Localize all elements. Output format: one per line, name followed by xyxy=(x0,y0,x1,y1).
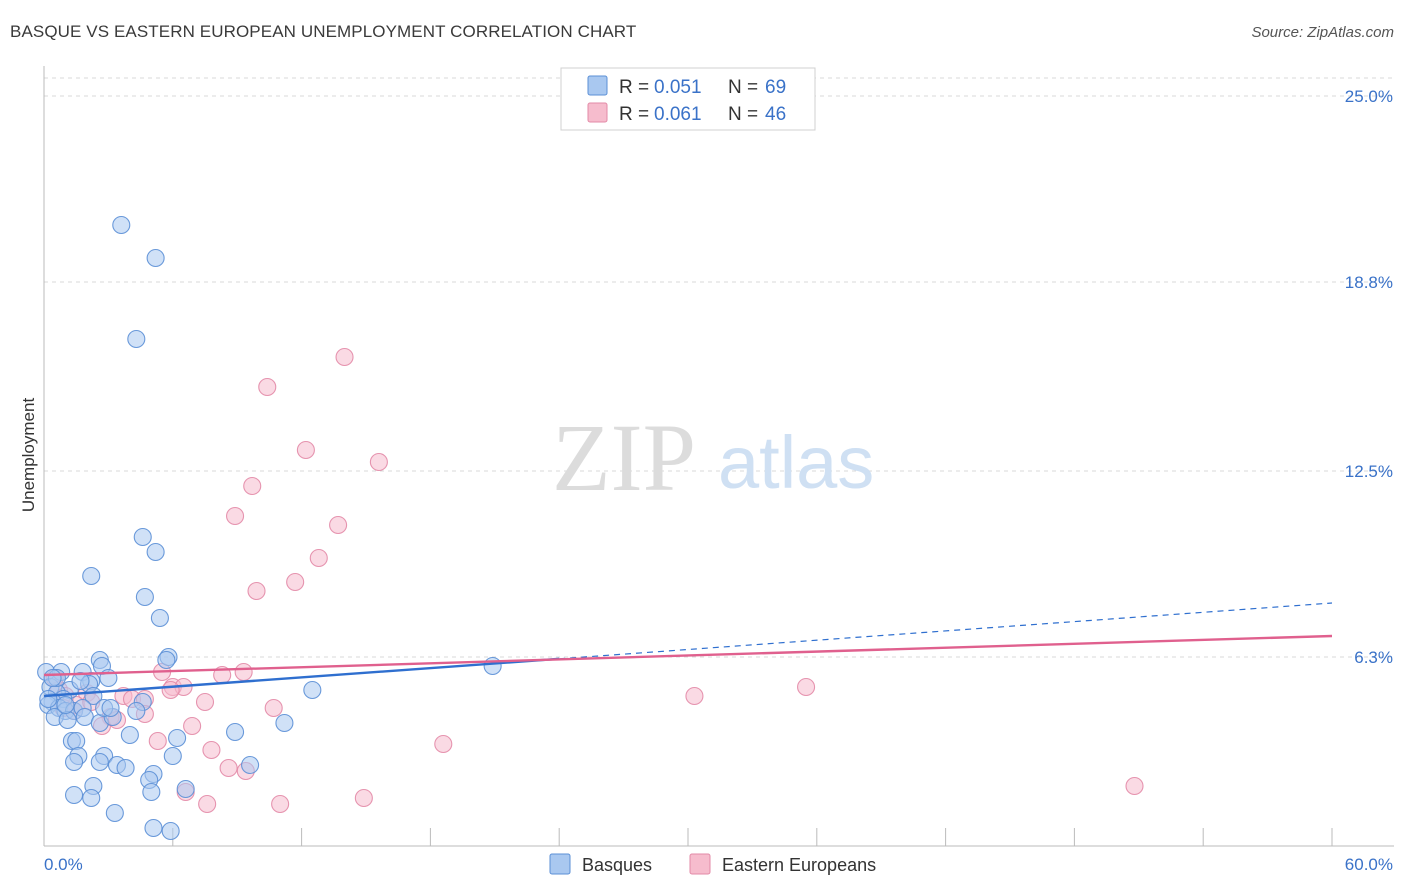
legend-r-value-basques: 0.051 xyxy=(654,77,702,98)
basques-point xyxy=(157,650,176,670)
eastern-point xyxy=(234,662,253,682)
y-tick-label: 12.5% xyxy=(1345,462,1393,481)
axes xyxy=(43,66,1394,847)
eastern-point xyxy=(296,440,315,460)
eastern-point xyxy=(369,452,388,472)
basques-point xyxy=(67,731,86,751)
eastern-point xyxy=(354,788,373,808)
basques-point xyxy=(43,668,62,688)
grid-lines xyxy=(44,77,1394,658)
legend-n-value-eastern: 46 xyxy=(765,104,786,125)
legend-n-value-basques: 69 xyxy=(765,77,786,98)
eastern-point xyxy=(685,686,704,706)
basques-point xyxy=(101,698,120,718)
basques-point xyxy=(75,707,94,727)
source-label: Source: ZipAtlas.com xyxy=(1251,24,1394,41)
x-tick-label-min: 0.0% xyxy=(44,855,83,874)
eastern-point xyxy=(161,680,180,700)
eastern-point xyxy=(195,692,215,712)
y-tick-label: 6.3% xyxy=(1354,648,1393,667)
basques-point xyxy=(127,329,146,349)
basques-point xyxy=(161,821,180,841)
eastern-trend-line xyxy=(43,634,1333,677)
basques-point xyxy=(56,695,75,715)
legend-swatch-eastern xyxy=(587,102,608,123)
basques-point xyxy=(105,803,124,823)
basques-point xyxy=(303,680,322,700)
bottom-legend-swatch-eastern xyxy=(689,853,711,875)
eastern-point xyxy=(258,377,277,397)
trend-lines xyxy=(43,602,1333,698)
basques-point xyxy=(146,542,165,562)
bottom-legend-label-basques: Basques xyxy=(582,855,652,875)
y-tick-label: 25.0% xyxy=(1345,87,1393,106)
eastern-point xyxy=(1125,776,1144,796)
bottom-legend-label-eastern: Eastern Europeans xyxy=(722,855,876,875)
basques-point xyxy=(176,779,195,799)
basques-point xyxy=(90,752,109,772)
basques-point xyxy=(144,818,163,838)
basques-point xyxy=(146,248,165,268)
y-axis-title: Unemployment xyxy=(19,398,38,513)
basques-point xyxy=(168,728,187,748)
eastern-point xyxy=(329,515,348,535)
basques-point xyxy=(39,689,58,709)
y-tick-labels: 6.3% 12.5% 18.8% 25.0% xyxy=(1345,87,1393,667)
basques-point xyxy=(133,527,152,547)
eastern-point xyxy=(264,698,283,718)
correlation-legend: R = 0.051 N = 69 R = 0.061 N = 46 xyxy=(560,67,816,131)
basques-point xyxy=(65,785,84,805)
eastern-point xyxy=(219,758,238,778)
eastern-point xyxy=(202,740,221,760)
basques-trend-line xyxy=(43,657,560,698)
eastern-point xyxy=(335,347,354,367)
legend-r-value-eastern: 0.061 xyxy=(654,104,702,125)
legend-r-label-basques: R = xyxy=(619,77,649,98)
eastern-point xyxy=(247,581,266,601)
eastern-point xyxy=(434,734,453,754)
basques-point xyxy=(275,713,294,733)
eastern-point xyxy=(148,731,167,751)
basques-point xyxy=(163,746,182,766)
series-legend: Basques Eastern Europeans xyxy=(549,853,876,875)
basques-point xyxy=(127,701,146,721)
watermark: ZIP atlas xyxy=(552,404,874,511)
basques-point xyxy=(120,725,139,745)
bottom-legend-swatch-basques xyxy=(549,853,571,875)
chart-title: BASQUE VS EASTERN EUROPEAN UNEMPLOYMENT … xyxy=(10,22,637,41)
basques-point xyxy=(241,755,260,775)
watermark-zip: ZIP xyxy=(552,404,696,511)
basques-points xyxy=(37,215,502,841)
basques-point xyxy=(65,752,84,772)
basques-point xyxy=(142,782,161,802)
legend-r-label-eastern: R = xyxy=(619,104,649,125)
eastern-point xyxy=(271,794,290,814)
basques-point xyxy=(112,215,131,235)
basques-point xyxy=(150,608,169,628)
x-tick-label-max: 60.0% xyxy=(1345,855,1393,874)
basques-point xyxy=(71,671,90,691)
y-tick-label: 18.8% xyxy=(1345,273,1393,292)
legend-n-label-eastern: N = xyxy=(728,104,758,125)
basques-trend-extension xyxy=(559,602,1333,660)
eastern-point xyxy=(309,548,328,568)
eastern-point xyxy=(183,716,202,736)
eastern-point xyxy=(243,476,262,496)
basques-point xyxy=(135,587,154,607)
basques-point xyxy=(82,788,101,808)
basques-point xyxy=(58,710,77,730)
eastern-point xyxy=(797,677,816,697)
legend-swatch-basques xyxy=(587,75,608,96)
legend-n-label-basques: N = xyxy=(728,77,758,98)
eastern-point xyxy=(286,572,305,592)
basques-point xyxy=(226,722,245,742)
eastern-point xyxy=(226,506,245,526)
x-tick-labels: 0.0% 60.0% xyxy=(44,855,1393,874)
basques-point xyxy=(116,758,135,778)
eastern-point xyxy=(198,794,217,814)
watermark-atlas: atlas xyxy=(718,421,874,504)
basques-point xyxy=(82,566,101,586)
